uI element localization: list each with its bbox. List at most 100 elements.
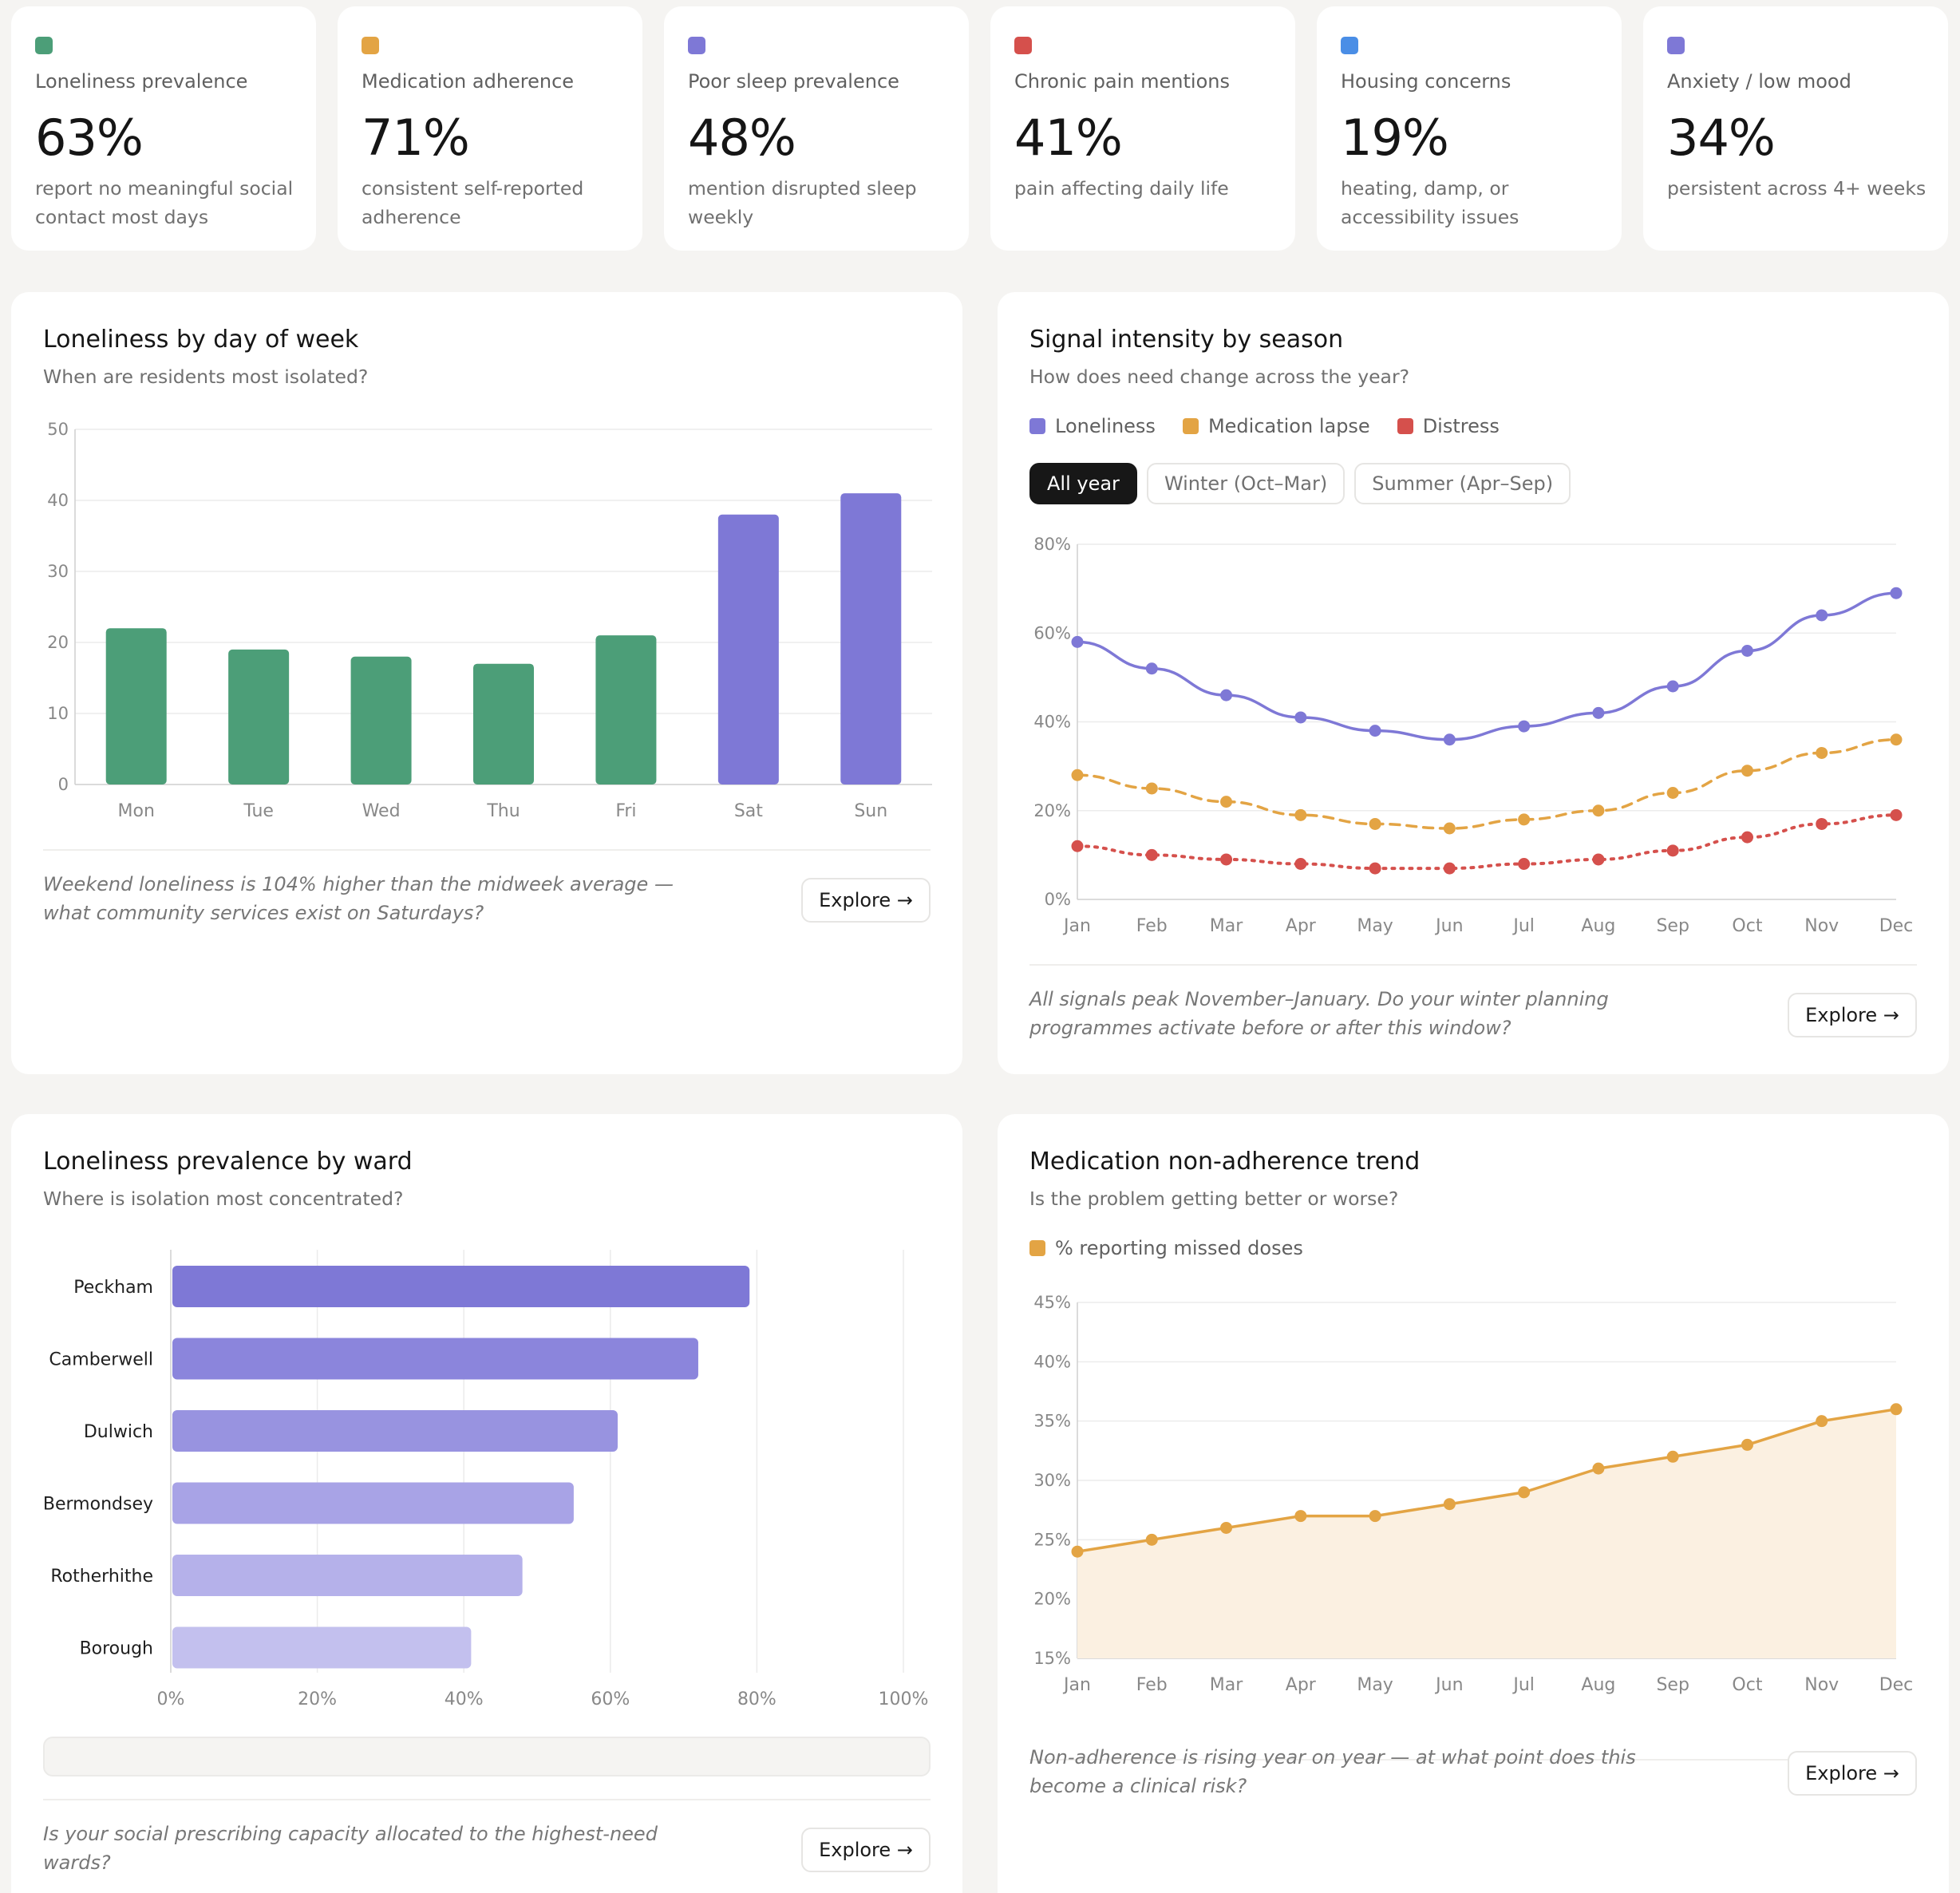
y-category-label: Bermondsey (43, 1495, 153, 1515)
explore-button[interactable]: Explore → (1788, 993, 1917, 1037)
legend-item: % reporting missed doses (1029, 1237, 1303, 1259)
bar-dulwich[interactable] (172, 1410, 618, 1452)
data-point[interactable] (1518, 813, 1531, 826)
data-point[interactable] (1369, 817, 1381, 830)
y-tick-label: 0% (1045, 890, 1071, 909)
legend-label: Loneliness (1055, 415, 1156, 437)
x-tick-label: Jan (1062, 916, 1091, 936)
data-point[interactable] (1816, 609, 1828, 622)
data-point[interactable] (1369, 862, 1381, 875)
series-line-distress (1076, 813, 1898, 871)
data-point[interactable] (1443, 1498, 1456, 1511)
bar-thu[interactable] (473, 663, 534, 784)
data-point[interactable] (1666, 787, 1679, 799)
data-point[interactable] (1220, 796, 1233, 808)
bar-bermondsey[interactable] (172, 1482, 574, 1524)
x-tick-label: Fri (615, 801, 636, 821)
data-point[interactable] (1145, 662, 1158, 675)
data-point[interactable] (1145, 782, 1158, 795)
data-point[interactable] (1816, 817, 1828, 830)
data-point[interactable] (1816, 1415, 1828, 1428)
bar-camberwell[interactable] (172, 1338, 698, 1380)
data-point[interactable] (1890, 587, 1903, 599)
data-point[interactable] (1071, 635, 1084, 648)
card-divider (1029, 964, 1917, 966)
data-point[interactable] (1741, 765, 1753, 777)
data-point[interactable] (1741, 831, 1753, 844)
data-point[interactable] (1518, 858, 1531, 870)
data-point[interactable] (1145, 848, 1158, 861)
series-line-missed-doses (1077, 1408, 1897, 1553)
x-tick-label: Wed (362, 801, 401, 821)
stat-value: 41% (1014, 109, 1123, 167)
x-tick-label: Mar (1210, 1675, 1243, 1695)
data-point[interactable] (1369, 1510, 1381, 1523)
data-point[interactable] (1071, 1545, 1084, 1558)
data-point[interactable] (1369, 725, 1381, 737)
data-point[interactable] (1220, 689, 1233, 701)
stat-value: 19% (1341, 109, 1449, 167)
data-point[interactable] (1518, 1486, 1531, 1499)
data-point[interactable] (1592, 804, 1605, 817)
trend-card: Medication non-adherence trend Is the pr… (998, 1114, 1949, 1893)
explore-button[interactable]: Explore → (801, 878, 931, 923)
stat-value: 71% (362, 109, 470, 167)
data-point[interactable] (1592, 853, 1605, 866)
bar-sun[interactable] (840, 493, 902, 784)
card-subtitle: Is the problem getting better or worse? (1029, 1188, 1399, 1210)
explore-button[interactable]: Explore → (1788, 1751, 1917, 1796)
data-point[interactable] (1220, 1521, 1233, 1534)
data-point[interactable] (1666, 844, 1679, 857)
bar-mon[interactable] (105, 628, 167, 784)
bar-fri[interactable] (595, 635, 657, 784)
data-point[interactable] (1071, 769, 1084, 781)
bar-tue[interactable] (228, 649, 290, 784)
data-point[interactable] (1890, 1403, 1903, 1416)
y-category-label: Peckham (73, 1278, 153, 1298)
insight-text: Is your social prescribing capacity allo… (43, 1823, 658, 1874)
data-point[interactable] (1666, 1450, 1679, 1463)
data-point[interactable] (1518, 720, 1531, 733)
data-point[interactable] (1443, 733, 1456, 746)
card-title: Signal intensity by season (1029, 326, 1344, 354)
data-point[interactable] (1592, 1462, 1605, 1475)
stat-value: 34% (1667, 109, 1776, 167)
bar-sat[interactable] (717, 514, 779, 784)
data-point[interactable] (1294, 1510, 1307, 1523)
data-point[interactable] (1666, 680, 1679, 693)
x-tick-label: Thu (486, 801, 520, 821)
bar-peckham[interactable] (172, 1266, 750, 1307)
x-tick-label: Jan (1062, 1675, 1091, 1695)
data-point[interactable] (1294, 711, 1307, 724)
data-point[interactable] (1890, 808, 1903, 821)
stat-card: Medication adherence 71% consistent self-r… (338, 6, 642, 251)
bar-borough[interactable] (172, 1626, 472, 1669)
data-point[interactable] (1294, 858, 1307, 870)
data-point[interactable] (1294, 808, 1307, 821)
insight-text: Weekend loneliness is 104% higher than t… (43, 873, 674, 924)
data-point[interactable] (1220, 853, 1233, 866)
data-point[interactable] (1592, 706, 1605, 719)
bar-rotherhithe[interactable] (172, 1555, 523, 1596)
x-tick-label: Nov (1804, 1675, 1839, 1695)
data-point[interactable] (1145, 1533, 1158, 1546)
explore-button[interactable]: Explore → (801, 1828, 931, 1872)
season-filter-tab[interactable]: Winter (Oct–Mar) (1146, 463, 1346, 504)
data-point[interactable] (1816, 746, 1828, 759)
season-filter-tab[interactable]: All year (1029, 463, 1137, 504)
legend-swatch (1029, 1240, 1045, 1256)
stat-value: 63% (35, 109, 144, 167)
data-point[interactable] (1443, 862, 1456, 875)
data-point[interactable] (1890, 733, 1903, 746)
season-filter-tab[interactable]: Summer (Apr–Sep) (1354, 463, 1571, 504)
data-point[interactable] (1741, 1438, 1753, 1451)
x-tick-label: Sep (1656, 1675, 1689, 1695)
bar-wed[interactable] (350, 656, 412, 784)
data-point[interactable] (1071, 840, 1084, 852)
data-point[interactable] (1443, 822, 1456, 835)
stat-color-swatch (362, 37, 379, 54)
day-of-week-card: Loneliness by day of week When are resid… (11, 292, 962, 1074)
insight-text: All signals peak November–January. Do yo… (1029, 988, 1609, 1039)
data-point[interactable] (1741, 645, 1753, 657)
card-divider (43, 849, 931, 851)
